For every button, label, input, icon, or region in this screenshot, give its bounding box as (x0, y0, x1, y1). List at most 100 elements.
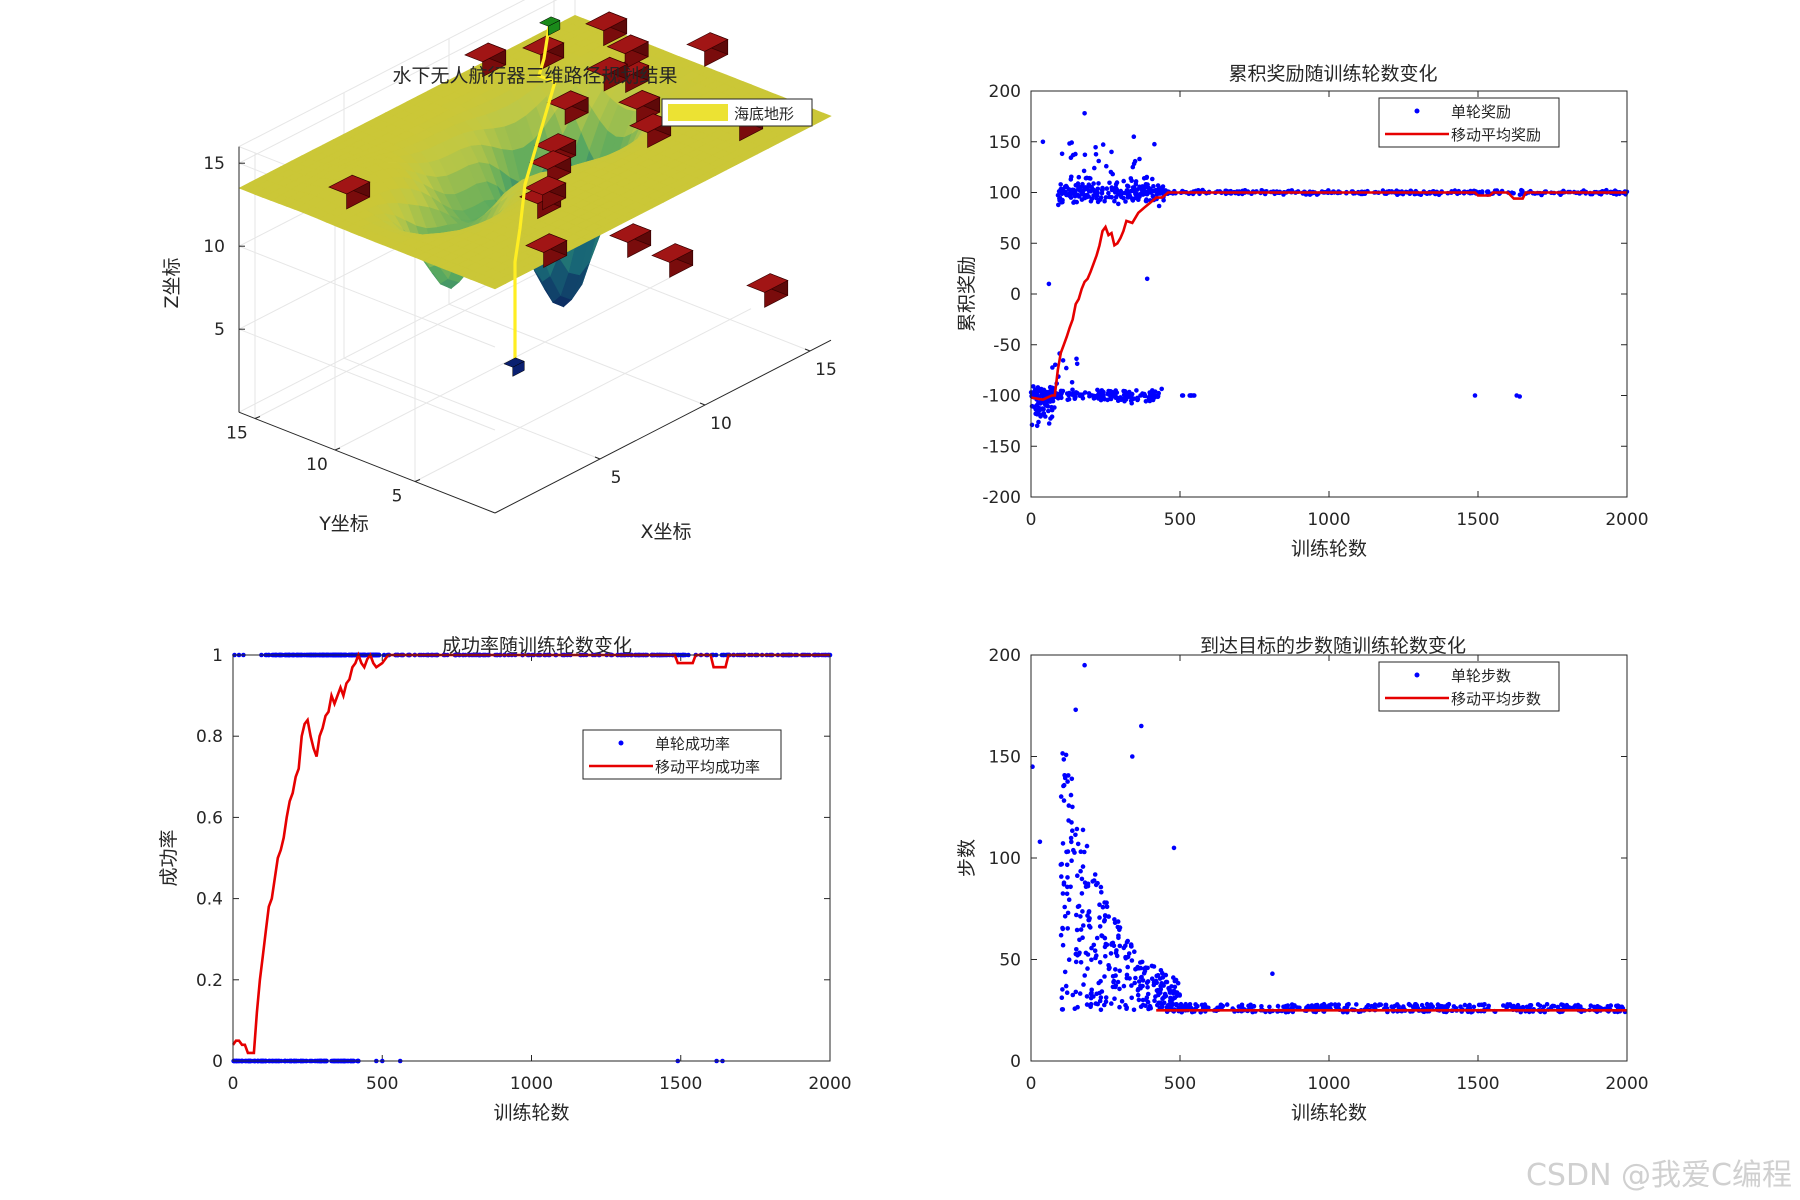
scatter-point (1095, 186, 1101, 192)
scatter-point (1062, 904, 1067, 910)
x-tick-label: 1500 (659, 1074, 702, 1094)
x-tick-mark (804, 348, 811, 352)
scatter-point (1097, 998, 1103, 1004)
scatter-point (1065, 779, 1070, 784)
x-tick-label: 500 (366, 1074, 398, 1094)
reward-scatter-series (1028, 111, 1630, 429)
x-tick-label: 15 (815, 360, 837, 380)
scatter-point (1137, 156, 1142, 162)
scatter-point (1073, 394, 1078, 400)
grid-line (238, 328, 496, 431)
scatter-point (1220, 1003, 1226, 1009)
scatter-point (1094, 935, 1100, 941)
grid-line (254, 245, 592, 419)
path-line (513, 26, 557, 362)
scatter-point (1251, 1003, 1257, 1009)
marker-face (503, 357, 525, 368)
scatter-point (1064, 891, 1070, 897)
scatter-point (1089, 987, 1094, 993)
scatter-point (1126, 951, 1132, 956)
scatter-point (1109, 1001, 1114, 1006)
scatter-point (1413, 1002, 1418, 1007)
scatter-point (1117, 986, 1122, 992)
scatter-point (1161, 1000, 1167, 1006)
legend-label-scatter: 单轮步数 (1451, 667, 1511, 685)
scatter-point (1141, 176, 1147, 181)
grid-line (238, 245, 496, 348)
scatter-point (1045, 403, 1051, 409)
scatter-point (1075, 953, 1080, 958)
scatter-point (1171, 845, 1177, 851)
scatter-point (1064, 990, 1070, 995)
y-tick-mark (254, 416, 261, 419)
scatter-point (1117, 1004, 1122, 1010)
scatter-point (1078, 868, 1083, 874)
scatter-point (1065, 875, 1070, 880)
scatter-point (1571, 1004, 1577, 1010)
scatter-point (1559, 1002, 1564, 1007)
scatter-point (1128, 943, 1134, 949)
steps-scatter-series (1030, 662, 1628, 1015)
scatter-point (1065, 926, 1070, 931)
scatter-point (1110, 390, 1115, 395)
scatter-point (1111, 978, 1117, 984)
y-tick-label: 50 (999, 234, 1021, 254)
grid-line (448, 303, 706, 406)
scatter-point (1098, 397, 1104, 403)
scatter-point (1430, 1004, 1435, 1009)
scatter-point (1125, 195, 1131, 200)
scatter-point (1074, 356, 1079, 362)
scatter-point (1106, 914, 1111, 919)
scatter-point (1135, 187, 1140, 192)
scatter-point (1136, 997, 1142, 1003)
x-axis-label: 训练轮数 (1291, 1102, 1367, 1124)
scatter-point (1122, 391, 1128, 397)
scatter-point (1153, 389, 1158, 395)
scatter-point (1135, 397, 1140, 403)
scatter-point (1062, 914, 1068, 919)
scatter-point (1167, 988, 1172, 993)
scatter-point (1134, 388, 1139, 393)
scatter-point (1059, 874, 1064, 879)
obstacle-face (651, 243, 694, 263)
scatter-point (1155, 183, 1161, 188)
y-tick-label: 100 (989, 849, 1021, 869)
scatter-point (1125, 964, 1130, 970)
legend: 单轮成功率 移动平均成功率 (582, 729, 782, 780)
scatter-point (1082, 390, 1088, 395)
scatter-point (1043, 392, 1048, 397)
scatter-point (1471, 1004, 1477, 1010)
obstacle-face (585, 11, 628, 32)
obstacle-box (606, 34, 650, 70)
scatter-point (1093, 955, 1098, 961)
watermark: CSDN @我爱C编程 (1526, 1158, 1792, 1193)
obstacle-box (686, 32, 729, 67)
x-axis-label: 训练轮数 (1291, 538, 1367, 560)
reward-moving-average-series (1030, 191, 1627, 401)
y-tick-label: 0 (1010, 285, 1021, 305)
scatter-point (1068, 835, 1074, 841)
scatter-point (1150, 193, 1156, 199)
scatter-point (1121, 195, 1126, 201)
scatter-point (1060, 841, 1066, 846)
scatter-point (1544, 1002, 1550, 1007)
y-tick-label: 100 (989, 184, 1021, 204)
scatter-point (1160, 975, 1166, 980)
x-tick-label: 1500 (1456, 1074, 1499, 1094)
scatter-point (1034, 423, 1040, 429)
scatter-point (1091, 942, 1097, 948)
scatter-point (1035, 408, 1041, 414)
y-tick-label: 0.2 (196, 971, 223, 991)
scatter-point (1053, 362, 1058, 368)
scatter-point (1085, 881, 1091, 887)
chart-title: 到达目标的步数随训练轮数变化 (1200, 635, 1466, 657)
scatter-point (1029, 403, 1035, 409)
scatter-point (1036, 419, 1041, 425)
legend: 单轮步数 移动平均步数 (1378, 661, 1560, 712)
z-tick-label: 5 (214, 320, 225, 340)
scatter-point (1118, 192, 1124, 197)
grid-line (238, 0, 526, 148)
scatter-point (1080, 396, 1086, 401)
scatter-point (1125, 938, 1130, 944)
scatter-point (1145, 182, 1150, 187)
